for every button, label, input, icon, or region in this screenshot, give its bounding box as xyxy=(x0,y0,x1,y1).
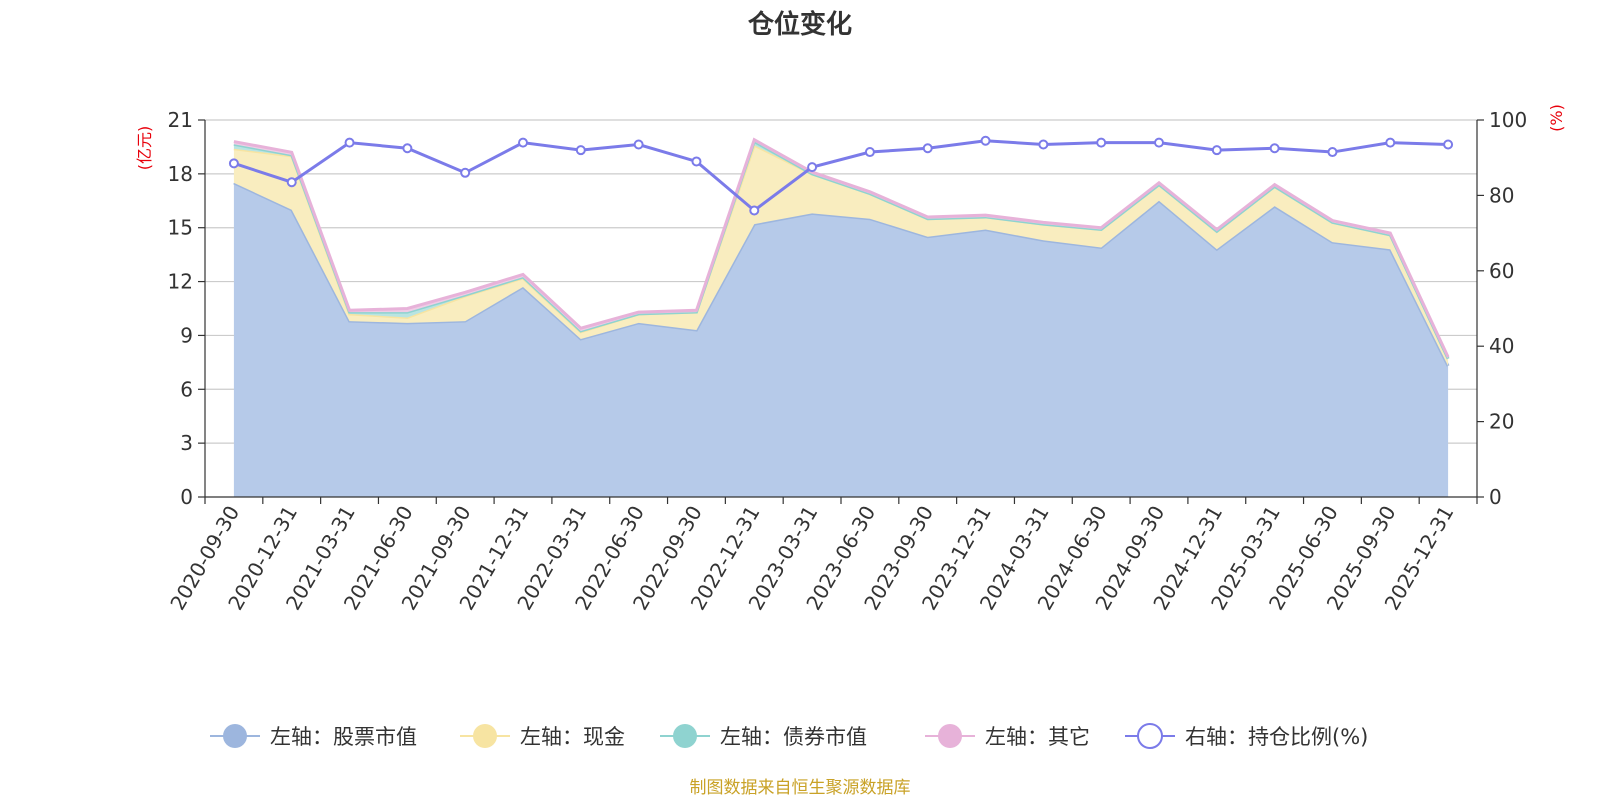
left-axis-tick-label-5: 15 xyxy=(168,216,193,240)
area-fill-series-0 xyxy=(233,182,1449,498)
data-source-note: 制图数据来自恒生聚源数据库 xyxy=(690,778,911,798)
area-fill-series-1 xyxy=(233,145,1449,366)
legend: 左轴：股票市值 左轴：现金 左轴：债券市值 左轴：其它 右轴：持仓比例(%) xyxy=(210,723,1368,749)
left-axis-unit: (亿元) xyxy=(135,126,154,171)
legend-label-0: 左轴：股票市值 xyxy=(270,725,417,749)
ratio-point-2 xyxy=(344,137,355,148)
left-axis-tick-label-3: 9 xyxy=(180,323,193,347)
ratio-point-13 xyxy=(980,135,991,146)
right-axis-tick-label-0: 0 xyxy=(1489,485,1502,509)
ratio-point-6 xyxy=(575,145,586,156)
ratio-point-3 xyxy=(402,143,413,154)
area-series-group xyxy=(233,137,1450,498)
left-axis-tick-label-7: 21 xyxy=(168,108,193,132)
ratio-point-9 xyxy=(749,205,760,216)
left-axis-tick-label-4: 12 xyxy=(168,270,193,294)
ratio-point-18 xyxy=(1269,143,1280,154)
legend-label-4: 右轴：持仓比例(%) xyxy=(1185,725,1368,749)
ratio-point-12 xyxy=(922,143,933,154)
line-series-group xyxy=(228,135,1454,216)
legend-label-2: 左轴：债券市值 xyxy=(720,725,867,749)
legend-marker-3 xyxy=(938,724,962,748)
ratio-point-4 xyxy=(460,167,471,178)
legend-item-2: 左轴：债券市值 xyxy=(660,724,867,749)
chart-title: 仓位变化 xyxy=(747,9,852,40)
ratio-point-14 xyxy=(1038,139,1049,150)
left-axis-tick-label-1: 3 xyxy=(180,431,193,455)
ratio-point-19 xyxy=(1327,147,1338,158)
legend-label-3: 左轴：其它 xyxy=(985,725,1090,749)
legend-marker-2 xyxy=(673,724,697,748)
legend-item-4: 右轴：持仓比例(%) xyxy=(1125,723,1368,749)
right-axis-tick-label-1: 20 xyxy=(1489,410,1514,434)
legend-item-1: 左轴：现金 xyxy=(460,724,625,749)
right-axis-tick-label-5: 100 xyxy=(1489,108,1527,132)
ratio-point-8 xyxy=(691,156,702,167)
legend-marker-4 xyxy=(1137,723,1163,749)
right-axis-tick-label-3: 60 xyxy=(1489,259,1514,283)
left-axis-tick-label-0: 0 xyxy=(180,485,193,509)
ratio-point-16 xyxy=(1154,137,1164,148)
left-axis-tick-label-2: 6 xyxy=(180,377,193,401)
ratio-point-1 xyxy=(286,177,297,188)
legend-item-3: 左轴：其它 xyxy=(925,724,1090,749)
right-axis-unit: (%) xyxy=(1547,104,1566,132)
right-axis-tick-label-2: 40 xyxy=(1489,334,1514,358)
right-axis-tick-label-4: 80 xyxy=(1489,183,1514,207)
ratio-point-21 xyxy=(1443,139,1454,150)
legend-item-0: 左轴：股票市值 xyxy=(210,724,417,749)
left-axis-tick-label-6: 18 xyxy=(168,162,193,186)
ratio-point-0 xyxy=(228,158,239,169)
ratio-point-5 xyxy=(518,137,528,148)
ratio-point-11 xyxy=(864,147,875,158)
legend-marker-1 xyxy=(473,724,497,748)
ratio-point-15 xyxy=(1096,137,1107,148)
ratio-point-10 xyxy=(807,162,818,173)
ratio-point-17 xyxy=(1211,145,1222,156)
ratio-point-7 xyxy=(633,139,644,150)
legend-label-1: 左轴：现金 xyxy=(520,725,625,749)
ratio-line xyxy=(233,139,1449,213)
legend-marker-0 xyxy=(223,724,247,748)
area-line-series-3 xyxy=(233,137,1450,358)
ratio-point-20 xyxy=(1385,137,1396,148)
